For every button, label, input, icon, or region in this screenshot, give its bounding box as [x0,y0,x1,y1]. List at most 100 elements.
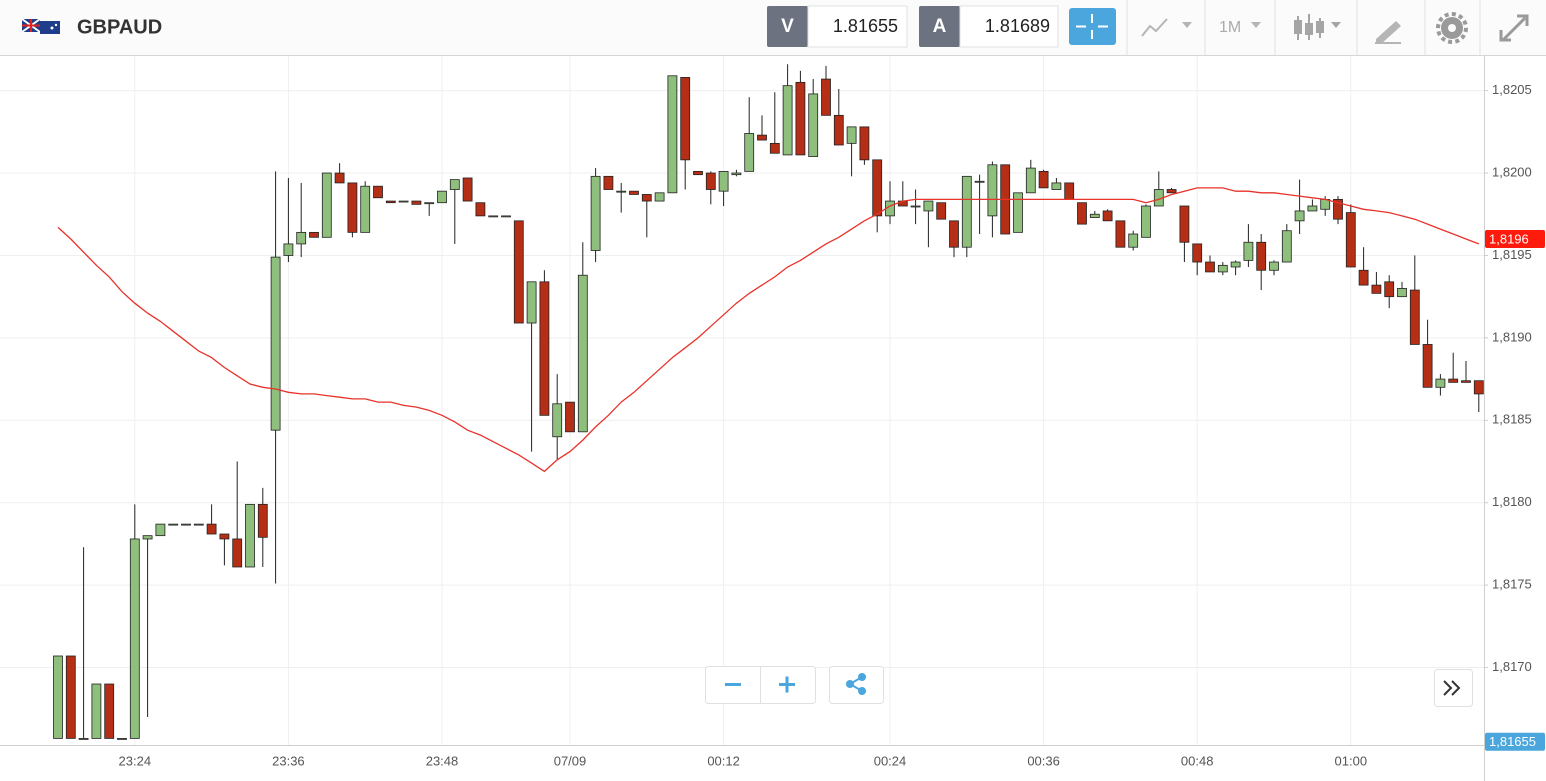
candle-body [910,205,921,208]
candle-body [219,533,230,540]
candle-body [654,192,665,202]
candle-body [1461,380,1471,383]
candle-body [693,170,703,176]
bid-price: 1.81655 [833,16,898,36]
chart-type-button[interactable] [1141,18,1192,37]
candle-body [1102,210,1113,222]
candle-body [1409,289,1420,345]
toolbar-separators [1126,0,1481,55]
candle-body [117,738,127,740]
x-tick-label: 23:48 [426,753,459,768]
candle-body [1435,378,1446,388]
fullscreen-button[interactable] [1499,14,1529,42]
candle-body [424,202,435,205]
candle-body [245,503,255,568]
x-tick-label: 23:24 [119,753,152,768]
candle-body [53,655,63,739]
candle-body [872,159,883,217]
y-tick-label: 1,8175 [1492,577,1532,592]
plot-area [0,56,1484,745]
candle-body [757,134,767,141]
candle-body [462,177,473,202]
price-tag-label: 1,81655 [1489,734,1536,749]
candle-body [78,738,89,740]
crosshair-button[interactable] [1069,8,1116,45]
zoom-in-button[interactable] [779,676,795,693]
candle-body [616,190,627,193]
candle-body [859,126,870,161]
candle-body [1230,261,1241,268]
timeframe[interactable]: 1M [1219,19,1241,36]
ask-label: A [933,16,947,37]
candle-body [1320,199,1331,210]
candle-body [1256,241,1267,271]
symbol: GBPAUD [77,16,162,38]
candle-body [385,200,396,204]
y-tick-label: 1,8205 [1492,82,1532,97]
candle-body [1243,241,1254,261]
candle-body [590,175,601,251]
candle-body [936,202,947,220]
candle-body [641,194,652,202]
candle-style-button[interactable] [1294,14,1341,40]
candle-body [539,281,550,416]
candle-body [449,179,460,190]
candle-body [1358,269,1369,286]
candle-body [1205,261,1215,273]
y-tick-label: 1,8195 [1492,247,1532,262]
flag-icon [21,18,60,34]
candle-body [1345,212,1356,268]
candle-body [808,93,819,157]
y-tick-label: 1,8185 [1492,412,1532,427]
candle-body [552,403,563,438]
candle-body [1448,378,1459,383]
candle-body [501,215,511,218]
x-tick-label: 00:36 [1027,753,1060,768]
draw-button[interactable] [1375,21,1401,44]
candle-body [321,172,332,238]
settings-button[interactable] [1436,12,1468,44]
candle-body [1089,213,1100,218]
ask-box [959,5,1059,48]
candle-body [155,523,166,537]
candle-body [680,77,691,161]
candle-body [1115,220,1126,248]
candle-body [1128,233,1139,248]
grid [0,56,1484,745]
candle-body [1371,284,1382,294]
x-tick-label: 00:24 [874,753,907,768]
candle-body [1064,182,1075,200]
candle-body [1025,167,1036,194]
candle-body [949,220,959,248]
candle-body [1141,205,1151,238]
candle-body [577,274,588,433]
bid-badge [767,6,808,47]
timeframe-button[interactable]: 1M [1219,19,1261,36]
candle-body [181,523,191,526]
x-tick-label: 23:36 [272,753,305,768]
candle-body [347,182,358,233]
candle-body [475,202,486,217]
y-tick-label: 1,8190 [1492,329,1532,344]
candle-body [142,535,153,540]
candle-body [437,190,447,204]
candle-body [488,215,499,218]
x-tick-label: 07/09 [554,753,587,768]
candle-body [270,256,281,431]
candle-body [360,185,371,233]
share-button[interactable] [829,666,884,704]
candle-body [526,281,537,324]
candle-body [1269,261,1279,271]
scroll-end-button[interactable] [1434,669,1473,707]
candle-body [1217,264,1228,273]
candle-body [1294,210,1305,222]
price-tag-label: 1,8196 [1489,231,1529,246]
candle-body [821,78,831,116]
candle-body [1077,202,1087,225]
candle-body [1473,380,1484,395]
ask-price: 1.81689 [985,16,1050,36]
y-tick-label: 1,8170 [1492,659,1532,674]
x-tick-label: 00:48 [1181,753,1214,768]
candle-body [257,503,268,538]
